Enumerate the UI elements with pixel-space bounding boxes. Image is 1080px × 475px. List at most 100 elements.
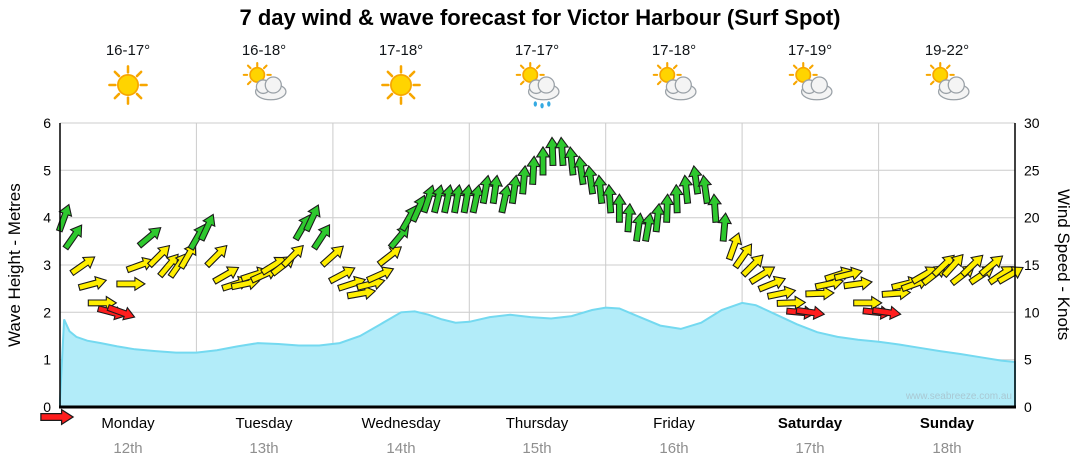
wind-arrow [833, 266, 864, 282]
day-date-saturday: 17th [795, 440, 825, 457]
wind-arrow [136, 226, 162, 249]
page-title: 7 day wind & wave forecast for Victor Ha… [239, 5, 841, 30]
wind-arrow [544, 136, 560, 167]
day-date-monday: 12th [113, 440, 143, 457]
wind-arrow [212, 266, 240, 285]
weather-icon [652, 62, 697, 101]
day-temp: 17-19° [787, 42, 833, 59]
wind-arrow [573, 155, 589, 186]
wave-tick-label: 2 [43, 304, 51, 320]
wind-arrow [535, 145, 551, 176]
wind-arrow [871, 305, 902, 321]
day-name-thursday: Thursday [505, 415, 569, 432]
day-date-tuesday: 13th [249, 440, 279, 457]
wind-arrow [376, 246, 403, 268]
day-name-friday: Friday [653, 415, 695, 432]
wind-arrow [707, 193, 723, 223]
wind-arrow [687, 164, 703, 195]
wind-arrow [621, 202, 637, 233]
wind-arrow [757, 275, 787, 293]
day-temp: 17-18° [651, 42, 697, 59]
wind-arrow [843, 276, 873, 291]
wind-arrow [996, 266, 1024, 285]
wind-arrow [303, 204, 321, 233]
wind-arrow [69, 256, 96, 277]
wind-arrow [106, 304, 136, 321]
wave-area [59, 301, 1016, 408]
wind-arrow [941, 253, 964, 279]
wind-arrow [978, 255, 1004, 277]
wind-arrow [748, 266, 776, 286]
wind-arrow [659, 193, 675, 223]
weather-icon [788, 62, 833, 101]
wave-tick-label: 1 [43, 352, 51, 368]
day-header-thursday: 17-17° [469, 42, 605, 114]
wind-arrow [592, 174, 608, 205]
wind-arrow [327, 266, 356, 285]
wind-tick-label: 30 [1024, 115, 1040, 131]
wind-arrow [198, 213, 216, 242]
wind-arrow [387, 225, 410, 250]
day-header-friday: 17-18° [606, 42, 742, 114]
wind-arrow [526, 155, 541, 186]
wind-arrow [479, 174, 494, 205]
day-temp: 16-18° [241, 42, 287, 59]
wind-arrow [717, 212, 733, 242]
wind-arrow [146, 244, 171, 269]
wind-arrow [488, 174, 504, 205]
wave-tick-label: 6 [43, 115, 51, 131]
day-temp: 17-17° [514, 42, 560, 59]
weather-icon [108, 65, 148, 105]
wave-tick-label: 3 [43, 257, 51, 273]
wind-arrow [766, 285, 797, 300]
wind-arrow [582, 164, 598, 195]
wind-arrow [678, 174, 694, 205]
wind-arrow [77, 275, 108, 291]
wind-arrow [732, 243, 753, 270]
day-header-wednesday: 17-18° [333, 42, 469, 114]
wind-tick-label: 10 [1024, 304, 1040, 320]
wind-tick-label: 20 [1024, 210, 1040, 226]
weather-icon [510, 61, 564, 109]
wind-arrow [450, 183, 465, 214]
origin-wind-arrow [40, 408, 75, 426]
wind-arrow [365, 266, 395, 284]
wind-arrow [697, 174, 713, 205]
day-header-saturday: 17-19° [742, 42, 878, 114]
wind-arrow [795, 305, 826, 321]
day-header-tuesday: 16-18° [196, 42, 332, 114]
wave-tick-label: 5 [43, 162, 51, 178]
wind-arrow [459, 183, 475, 214]
wind-arrow [563, 145, 579, 176]
day-date-friday: 16th [659, 440, 689, 457]
wind-arrow [125, 256, 155, 274]
wind-arrow [669, 183, 684, 214]
wind-arrow [554, 136, 570, 167]
day-header-sunday: 19-22° [879, 42, 1015, 114]
wind-tick-label: 25 [1024, 162, 1040, 178]
day-header-monday: 16-17° [60, 42, 196, 114]
wind-arrow [177, 242, 197, 270]
wind-arrow [959, 254, 984, 278]
day-name-tuesday: Tuesday [235, 415, 293, 432]
wind-arrow [311, 224, 331, 251]
day-temp: 19-22° [924, 42, 970, 59]
wave-tick-label: 0 [43, 399, 51, 415]
wind-tick-label: 5 [1024, 352, 1032, 368]
day-date-wednesday: 14th [386, 440, 416, 457]
weather-icon [381, 65, 421, 105]
wind-arrow [725, 231, 743, 261]
day-date-thursday: 15th [522, 440, 552, 457]
wind-arrow [116, 276, 146, 292]
wind-axis-label: Wind Speed - Knots [1054, 189, 1073, 341]
wind-arrow [853, 295, 883, 311]
day-date-sunday: 18th [932, 440, 962, 457]
wind-arrow [280, 244, 304, 269]
day-temp: 16-17° [105, 42, 151, 59]
wind-arrow [62, 224, 83, 251]
weather-icon [925, 62, 970, 101]
watermark: www.seabreeze.com.au [905, 391, 1012, 402]
wind-arrow [204, 244, 228, 269]
